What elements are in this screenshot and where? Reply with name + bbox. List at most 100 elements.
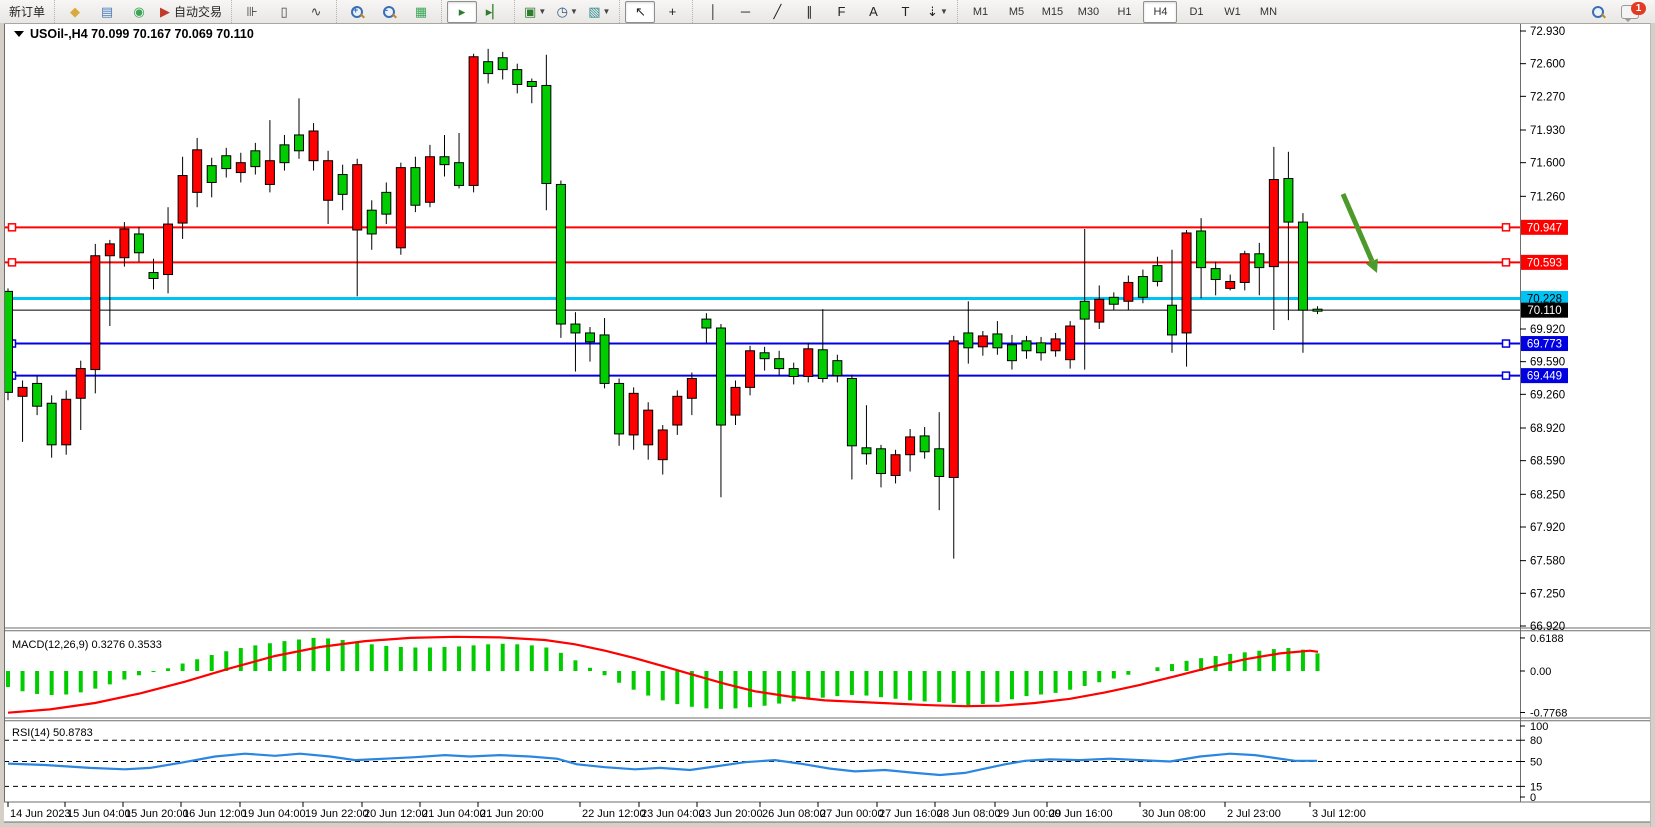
fibonacci-icon[interactable]: F	[837, 4, 846, 19]
candle-up	[846, 377, 857, 447]
time-axis-label: 15 Jun 04:00	[67, 808, 131, 820]
candle-up	[817, 349, 828, 379]
auto-scroll-icon[interactable]: ▸	[447, 0, 478, 23]
candle-up	[1196, 230, 1207, 269]
candle-down	[424, 156, 435, 203]
macd-scale-label: 0.6188	[1530, 633, 1564, 645]
time-axis-label: 2 Jul 23:00	[1227, 808, 1281, 820]
hline-handle[interactable]	[1501, 339, 1511, 348]
text-label-icon[interactable]: T	[901, 4, 910, 19]
chart-shift-icon[interactable]: ▸▏	[485, 4, 503, 19]
time-axis-label: 27 Jun 16:00	[879, 808, 943, 820]
candle-up	[279, 144, 290, 164]
candle-down	[745, 350, 756, 388]
candle-up	[788, 368, 799, 378]
zoom-in-icon[interactable]: +	[342, 1, 372, 23]
candle-up	[221, 155, 232, 170]
timeframe-M15[interactable]: M15	[1041, 5, 1064, 18]
time-axis-label: 15 Jun 20:00	[125, 808, 189, 820]
new-order-button[interactable]: 新订单	[9, 5, 46, 19]
hline-handle[interactable]	[1501, 371, 1511, 380]
candle-down	[905, 436, 916, 456]
timeframe-W1[interactable]: W1	[1224, 5, 1241, 18]
macd-scale-label: 0.00	[1530, 666, 1551, 678]
timeframe-D1[interactable]: D1	[1189, 5, 1204, 18]
text-icon[interactable]: A	[869, 4, 878, 19]
profile-icon[interactable]: ▤	[100, 4, 114, 19]
candle-down	[948, 340, 959, 478]
toolbar-group-chart-type: ⊪ ▯ ∿	[231, 0, 336, 23]
toolbar-group-objects-new: ▣ ▼ ◷ ▼ ▧ ▼	[514, 0, 619, 23]
hline-handle[interactable]	[7, 223, 17, 232]
candle-up	[759, 352, 770, 360]
candle-down	[119, 228, 130, 259]
candle-down	[803, 348, 814, 378]
symbol-collapse-icon[interactable]	[14, 31, 24, 37]
candle-up	[1021, 340, 1032, 352]
candle-up	[148, 272, 159, 279]
hline-handle[interactable]	[1501, 223, 1511, 232]
chart-window-icon[interactable]: ◆	[70, 4, 81, 19]
channel-icon[interactable]: ∥	[806, 4, 813, 19]
trend-arrow[interactable]	[1340, 193, 1375, 262]
candle-up	[497, 57, 508, 71]
zoom-out-icon[interactable]: -	[374, 1, 404, 23]
hline-handle[interactable]	[1501, 258, 1511, 267]
autotrading-button[interactable]: ▶ 自动交易	[160, 4, 223, 19]
candle-down	[977, 335, 988, 348]
candlestick-chart-icon[interactable]: ▯	[280, 4, 288, 19]
timeframe-H1[interactable]: H1	[1117, 5, 1132, 18]
hline-handle[interactable]	[7, 258, 17, 267]
line-chart-icon[interactable]: ∿	[310, 4, 322, 19]
price-chart[interactable]: USOil-,H4 70.099 70.167 70.069 70.110 MAC…	[0, 23, 1655, 827]
candle-up	[1297, 221, 1308, 311]
search-icon[interactable]	[1583, 1, 1613, 23]
cursor-icon[interactable]: ↖	[625, 0, 656, 23]
price-axis-label: 71.260	[1530, 191, 1565, 203]
trend-arrow-head[interactable]	[1365, 258, 1378, 274]
chart-background	[0, 23, 1655, 827]
price-axis-label: 66.920	[1530, 621, 1565, 633]
time-axis-label: 23 Jun 04:00	[641, 808, 705, 820]
main-toolbar: 新订单 ◆ ▤ ◉ ▶ 自动交易 ⊪ ▯ ∿ + - ▦ ▸ ▸▏ ▣ ▼ ◷ ▼ ▧ ▼ ↖ + │ ─ ╱ ∥ F…	[0, 0, 1655, 24]
price-axis-label: 72.600	[1530, 59, 1565, 71]
candle-up	[206, 165, 217, 183]
indicators-icon[interactable]: ▧ ▼	[588, 4, 611, 19]
candle-down	[686, 377, 697, 399]
time-axis-label: 29 Jun 00:00	[997, 808, 1061, 820]
crosshair-icon[interactable]: +	[668, 4, 677, 19]
price-axis-label: 68.590	[1530, 456, 1565, 468]
window-frame-left	[0, 23, 4, 827]
tile-windows-icon[interactable]: ▦	[414, 4, 428, 19]
timeframe-MN[interactable]: MN	[1259, 5, 1278, 18]
horizontal-line-icon[interactable]: ─	[740, 4, 751, 19]
candle-up	[1254, 253, 1265, 269]
toolbar-group-drawing: │ ─ ╱ ∥ F A T ⇣ ▼	[692, 0, 957, 23]
rsi-scale-label: 80	[1530, 735, 1542, 747]
signals-icon[interactable]: ◉	[133, 4, 145, 19]
arrows-shapes-icon[interactable]: ⇣ ▼	[927, 4, 948, 19]
chart-title: USOil-,H4 70.099 70.167 70.069 70.110	[30, 27, 254, 41]
time-axis-label: 21 Jun 20:00	[480, 808, 544, 820]
candle-down	[61, 398, 72, 446]
time-axis-label: 21 Jun 04:00	[422, 808, 486, 820]
candle-down	[1239, 253, 1250, 283]
trendline-icon[interactable]: ╱	[773, 4, 782, 19]
timeframe-H4[interactable]: H4	[1143, 0, 1178, 23]
vertical-line-icon[interactable]: │	[709, 4, 718, 19]
time-axis-label: 28 Jun 08:00	[937, 808, 1001, 820]
new-chart-icon[interactable]: ▣ ▼	[524, 4, 547, 19]
price-axis-label: 68.920	[1530, 423, 1565, 435]
bar-chart-icon[interactable]: ⊪	[246, 4, 258, 19]
candle-up	[599, 334, 610, 384]
timeframe-M5[interactable]: M5	[1008, 5, 1025, 18]
timeframe-M30[interactable]: M30	[1077, 5, 1100, 18]
price-badge-text: 70.110	[1527, 305, 1561, 317]
candle-down	[1181, 232, 1192, 334]
candle-down	[177, 175, 188, 224]
notifications-icon[interactable]: 1	[1615, 1, 1646, 23]
candle-up	[876, 448, 886, 475]
timeframe-M1[interactable]: M1	[972, 5, 989, 18]
period-clock-icon[interactable]: ◷ ▼	[556, 4, 578, 19]
